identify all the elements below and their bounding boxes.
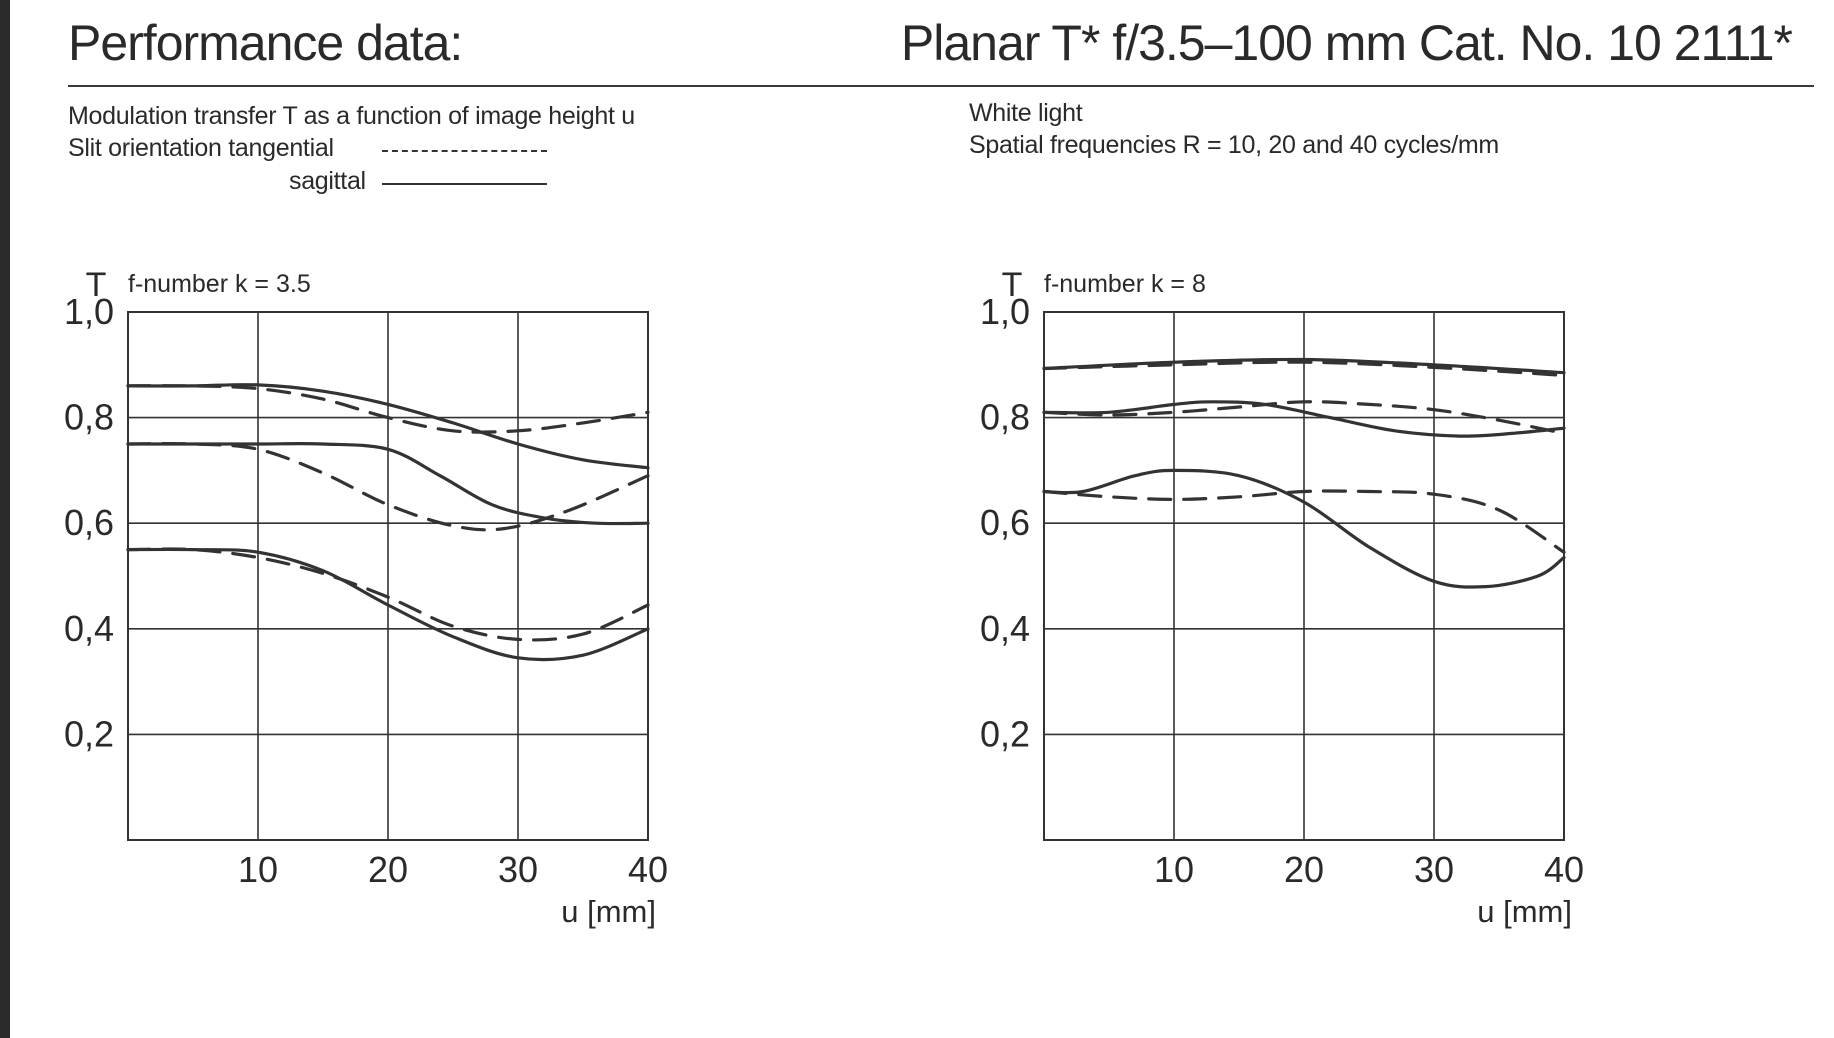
light-type-label: White light — [969, 99, 1083, 127]
tangential-mtf-curve — [1042, 489, 1566, 554]
sagittal-solid-line-sample — [382, 183, 547, 185]
tangential-mtf-curve — [1042, 360, 1566, 377]
x-tick-label: 40 — [628, 849, 668, 890]
y-tick-label: 0,2 — [980, 713, 1030, 754]
lens-model-title: Planar T* f/3.5–100 mm Cat. No. 10 2111* — [900, 15, 1793, 71]
y-tick-label: 0,8 — [64, 397, 114, 438]
mtf-chart-k3-5: 10 20 30 40 0,2 0,4 0,6 0,8 1,0T f-number k = 3.5… — [64, 266, 668, 929]
x-tick-label: 40 — [1544, 849, 1584, 890]
y-tick-label: 0,6 — [980, 502, 1030, 543]
mtf-chart-k8: 10 20 30 40 0,2 0,4 0,6 0,8 1,0T f-number k = 8 u … — [980, 266, 1584, 929]
x-tick-label: 10 — [238, 849, 278, 890]
header-divider — [68, 85, 1814, 87]
sagittal-mtf-curve — [1042, 468, 1566, 589]
tangential-dashed-line-sample — [382, 150, 547, 152]
plot-frame — [127, 311, 649, 841]
x-tick-label: 30 — [1414, 849, 1454, 890]
y-tick-label: 0,2 — [64, 713, 114, 754]
y-tick-label: 0,4 — [980, 608, 1030, 649]
spatial-frequencies-label: Spatial frequencies R = 10, 20 and 40 cy… — [969, 131, 1499, 159]
sagittal-legend-label: sagittal — [289, 167, 366, 195]
tangential-legend-label: Slit orientation tangential — [68, 134, 334, 162]
tangential-mtf-curve — [126, 442, 650, 532]
y-tick-label: 0,4 — [64, 608, 114, 649]
page-title: Performance data: — [68, 15, 463, 71]
tangential-mtf-curve — [126, 384, 650, 434]
y-axis-label: T — [86, 266, 107, 304]
sagittal-mtf-curve — [1042, 357, 1566, 375]
chart-title: f-number k = 3.5 — [128, 270, 311, 298]
x-tick-label: 30 — [498, 849, 538, 890]
y-tick-label: 1,0 — [64, 291, 114, 332]
description-line-1: Modulation transfer T as a function of i… — [68, 102, 635, 130]
x-tick-label: 20 — [1284, 849, 1324, 890]
x-tick-label: 10 — [1154, 849, 1194, 890]
plot-frame — [1043, 311, 1565, 841]
y-axis-label: T — [1002, 266, 1023, 304]
sagittal-mtf-curve — [1042, 400, 1566, 438]
datasheet-page: Performance data: Planar T* f/3.5–100 mm… — [10, 0, 1834, 1038]
y-tick-label: 0,8 — [980, 397, 1030, 438]
y-tick-label: 1,0 — [980, 291, 1030, 332]
chart-title: f-number k = 8 — [1044, 270, 1206, 298]
x-tick-label: 20 — [368, 849, 408, 890]
x-axis-label: u [mm] — [561, 894, 656, 929]
x-axis-label: u [mm] — [1477, 894, 1572, 929]
tangential-mtf-curve — [1042, 400, 1566, 435]
y-tick-label: 0,6 — [64, 502, 114, 543]
tangential-mtf-curve — [126, 547, 650, 642]
